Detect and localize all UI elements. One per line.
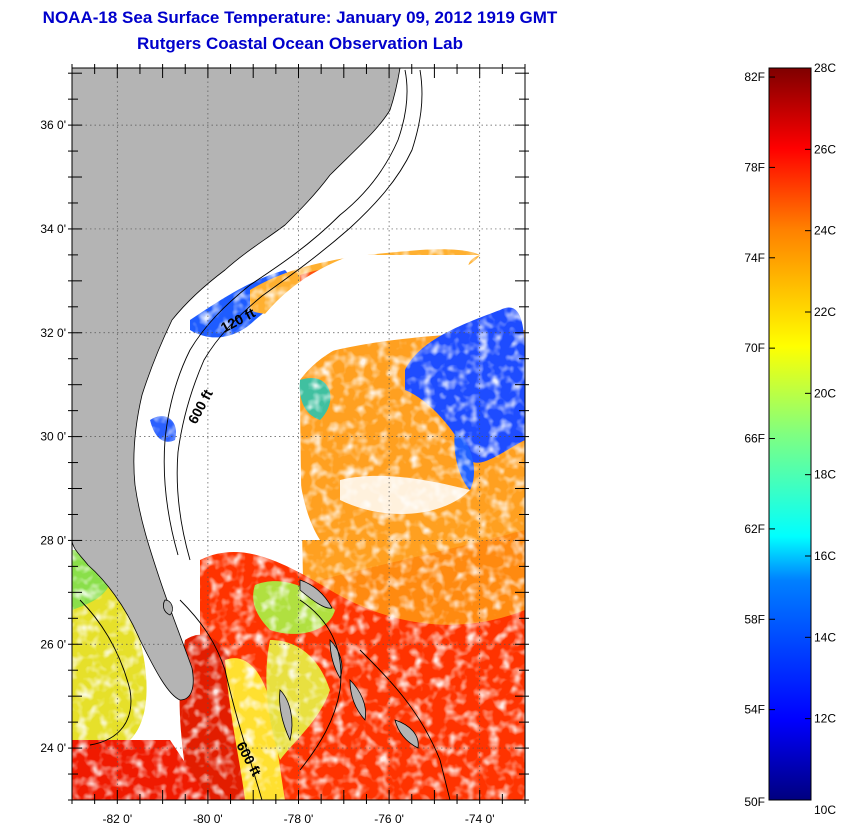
map-subtitle: Rutgers Coastal Ocean Observation Lab xyxy=(137,34,463,53)
map-area: 120 ft 600 ft 600 ft xyxy=(72,68,525,800)
lon-tick-label: -80 0' xyxy=(193,812,223,826)
lon-tick-label: -78 0' xyxy=(284,812,314,826)
lat-tick-label: 32 0' xyxy=(40,326,66,340)
colorbar-celsius-label: 28C xyxy=(814,61,836,75)
colorbar-celsius-label: 24C xyxy=(814,224,836,238)
colorbar-ramp xyxy=(768,67,812,801)
lat-tick-label: 24 0' xyxy=(40,741,66,755)
colorbar-fahrenheit-label: 74F xyxy=(744,251,765,265)
depth-contours xyxy=(79,69,451,800)
bahamas-islands xyxy=(163,579,419,749)
colorbar-fahrenheit-label: 62F xyxy=(744,522,765,536)
lat-tick-label: 34 0' xyxy=(40,222,66,236)
map-title: NOAA-18 Sea Surface Temperature: January… xyxy=(42,8,558,27)
lat-tick-label: 26 0' xyxy=(40,637,66,651)
colorbar-celsius-label: 18C xyxy=(814,468,836,482)
colorbar-celsius-label: 12C xyxy=(814,712,836,726)
colorbar-fahrenheit-label: 66F xyxy=(744,432,765,446)
lat-tick-label: 30 0' xyxy=(40,430,66,444)
colorbar-celsius-label: 22C xyxy=(814,305,836,319)
colorbar-fahrenheit-label: 70F xyxy=(744,341,765,355)
colorbar-celsius-label: 26C xyxy=(814,142,836,156)
colorbar-fahrenheit-label: 82F xyxy=(744,70,765,84)
colorbar-fahrenheit-label: 50F xyxy=(744,795,765,809)
lat-tick-label: 28 0' xyxy=(40,533,66,547)
longitude-labels: -82 0' -80 0' -78 0' -76 0' -74 0' xyxy=(102,812,494,826)
colorbar-celsius-label: 20C xyxy=(814,386,836,400)
colorbar-celsius-label: 10C xyxy=(814,803,836,817)
colorbar: 82F 78F 74F 70F 66F 62F 58F 54F 50F 28C 26C 24C 22C… xyxy=(744,61,836,817)
colorbar-fahrenheit-label: 58F xyxy=(744,612,765,626)
colorbar-fahrenheit-label: 54F xyxy=(744,703,765,717)
lon-tick-label: -74 0' xyxy=(465,812,495,826)
colorbar-celsius-label: 14C xyxy=(814,630,836,644)
lat-tick-label: 36 0' xyxy=(40,118,66,132)
latitude-labels: 36 0' 34 0' 32 0' 30 0' 28 0' 26 0' 24 0' xyxy=(40,118,66,755)
axis-ticks xyxy=(68,64,529,804)
lon-tick-label: -82 0' xyxy=(102,812,132,826)
colorbar-celsius-label: 16C xyxy=(814,549,836,563)
colorbar-fahrenheit-label: 78F xyxy=(744,160,765,174)
lon-tick-label: -76 0' xyxy=(374,812,404,826)
graticule xyxy=(72,68,525,800)
land-mass xyxy=(72,68,401,701)
